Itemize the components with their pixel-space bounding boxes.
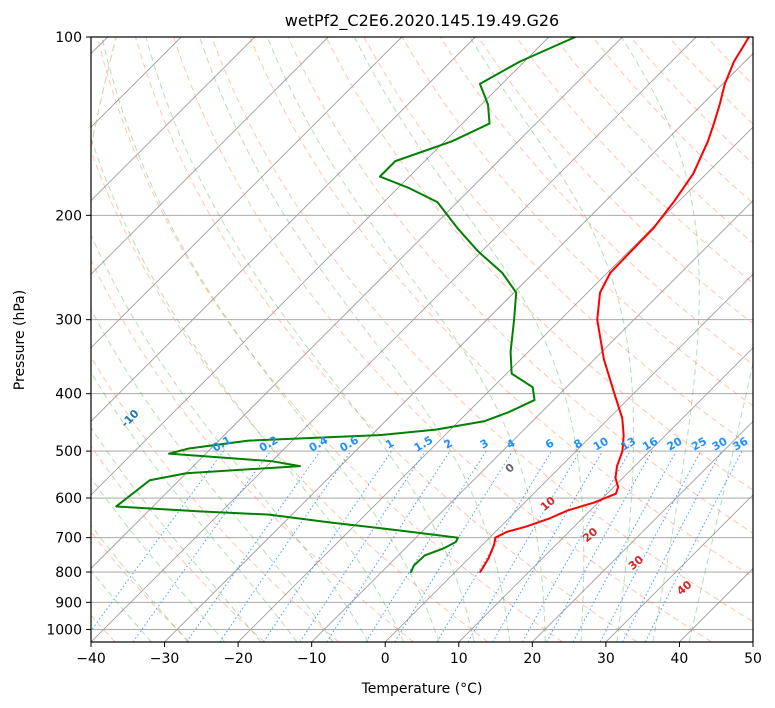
moist-adiabat <box>91 233 369 642</box>
mixing-ratio-line <box>394 450 514 642</box>
dry-adiabat <box>91 259 414 642</box>
x-tick-label: 10 <box>450 651 468 667</box>
x-tick-label: −10 <box>297 651 327 667</box>
isotherm-line <box>91 37 329 275</box>
y-tick-label: 700 <box>55 531 82 547</box>
dewpoint-profile-line <box>115 37 577 574</box>
moist-adiabat <box>91 524 189 642</box>
y-tick-label: 300 <box>55 313 82 329</box>
mixing-ratio-line <box>326 450 451 642</box>
x-tick-label: 40 <box>671 651 689 667</box>
isotherm-line <box>384 273 753 642</box>
dry-adiabat <box>135 37 638 642</box>
isotherm-line <box>91 37 697 642</box>
y-tick-label: 600 <box>55 491 82 507</box>
moist-adiabat <box>91 371 298 642</box>
y-tick-label: 900 <box>55 595 82 611</box>
moist-adiabat <box>199 37 511 642</box>
moist-adiabat <box>91 426 262 642</box>
mixing-ratio-line <box>263 450 392 642</box>
x-axis-title: Temperature (°C) <box>361 681 483 697</box>
y-tick-label: 100 <box>55 30 82 46</box>
dry-adiabat <box>249 37 753 578</box>
moist-adiabat <box>353 37 585 642</box>
moist-adiabat <box>91 477 226 642</box>
mixing-ratio-line <box>91 450 224 632</box>
moist-adiabat <box>145 37 475 642</box>
mixing-ratio-line <box>186 450 321 642</box>
dry-adiabat <box>173 37 713 642</box>
y-tick-label: 800 <box>55 565 82 581</box>
moist-adiabat-lines <box>91 37 753 642</box>
y-tick-label: 1000 <box>46 622 82 638</box>
isotherm-line <box>458 347 753 642</box>
mixing-ratio-line <box>644 450 743 642</box>
moist-adiabat <box>91 569 152 642</box>
mixing-ratio-line <box>522 450 631 642</box>
dry-adiabat <box>91 355 340 642</box>
isotherm-line <box>532 420 753 642</box>
isotherm-line <box>91 37 403 349</box>
isotherm-line <box>311 200 753 642</box>
mixing-ratio-line <box>132 450 271 642</box>
dry-adiabat <box>211 37 753 623</box>
mixing-ratio-line <box>572 450 677 642</box>
moist-adiabat <box>266 37 546 642</box>
isotherm-line <box>605 494 753 642</box>
mixing-ratio-line <box>299 450 426 642</box>
dry-adiabat <box>287 37 753 534</box>
x-tick-label: −20 <box>223 651 253 667</box>
y-axis-title: Pressure (hPa) <box>12 290 28 390</box>
isotherm-line <box>91 37 476 422</box>
dry-adiabat <box>96 37 563 642</box>
moist-adiabat <box>621 37 700 642</box>
isotherm-line <box>164 52 753 642</box>
plot-area: 0.10.20.40.611.52346810131620253036-100-… <box>91 37 753 642</box>
dry-adiabat <box>325 37 753 491</box>
y-tick-label: 200 <box>55 208 82 224</box>
y-tick-label: 500 <box>55 444 82 460</box>
dry-adiabat <box>91 445 265 642</box>
moist-adiabat <box>91 308 334 642</box>
y-axis: 100 200 300 400 500 600 700 800 900 1000 <box>46 30 91 638</box>
moist-adiabat <box>91 136 405 642</box>
y-tick-label: 400 <box>55 387 82 403</box>
dry-adiabat-lines <box>91 37 753 642</box>
sounding-profiles <box>115 37 750 574</box>
isotherm-line <box>237 126 753 642</box>
isotherm-line <box>91 37 550 496</box>
x-tick-label: 0 <box>381 651 390 667</box>
x-axis: −40 −30 −20 −10 0 10 20 30 40 50 <box>76 642 762 667</box>
x-tick-label: −40 <box>76 651 106 667</box>
x-tick-label: 20 <box>523 651 541 667</box>
moist-adiabat <box>688 360 753 642</box>
mixing-ratio-line <box>219 450 352 642</box>
moist-adiabat <box>101 37 440 642</box>
x-tick-label: −30 <box>150 651 180 667</box>
temperature-profile-line <box>479 37 750 574</box>
plot-frame <box>90 36 754 643</box>
isotherm-line <box>91 37 255 202</box>
mixing-ratio-lines <box>91 450 743 642</box>
isotherm-line <box>91 37 623 570</box>
isotherm-lines <box>91 37 753 642</box>
chart-title: wetPf2_C2E6.2020.145.19.49.G26 <box>285 11 559 31</box>
x-tick-label: 30 <box>597 651 615 667</box>
isobar-gridlines <box>91 37 753 630</box>
x-tick-label: 50 <box>744 651 762 667</box>
mixing-ratio-line <box>546 450 653 642</box>
dry-adiabat <box>515 37 753 284</box>
